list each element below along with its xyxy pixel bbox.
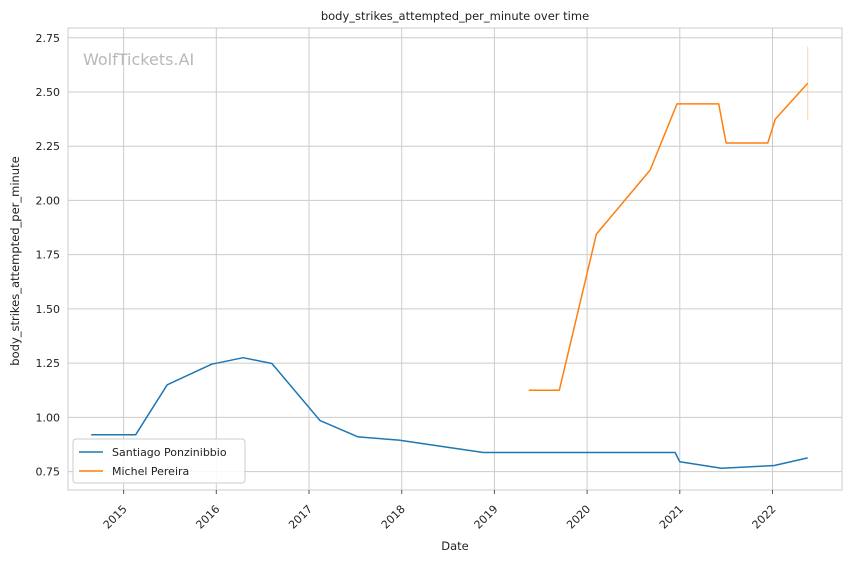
y-tick-label: 1.50: [36, 303, 61, 316]
series-line-santiago-ponzinibbio: [91, 356, 808, 470]
legend-label: Santiago Ponzinibbio: [112, 446, 227, 459]
y-tick-label: 2.00: [36, 194, 61, 207]
y-axis-label: body_strikes_attempted_per_minute: [8, 156, 22, 365]
chart-title: body_strikes_attempted_per_minute over t…: [321, 9, 589, 23]
y-tick-label: 1.00: [36, 411, 61, 424]
legend-box: [72, 438, 246, 484]
legend-label: Michel Pereira: [112, 465, 189, 478]
y-tick-label: 1.25: [36, 357, 61, 370]
y-tick-label: 2.75: [36, 32, 61, 45]
series-line-michel-pereira: [528, 82, 809, 391]
plot-frame: [67, 27, 843, 491]
y-tick-label: 2.25: [36, 140, 61, 153]
series-layer: [91, 46, 809, 470]
legend: Santiago Ponzinibbio Michel Pereira: [72, 438, 246, 484]
watermark: WolfTickets.AI: [83, 50, 194, 69]
y-tick-label: 0.75: [36, 466, 61, 479]
x-axis-label: Date: [441, 539, 469, 553]
y-axis: 0.75 1.00 1.25 1.50 1.75 2.00 2.25 2.50 2.75: [36, 32, 61, 479]
y-tick-label: 2.50: [36, 86, 61, 99]
y-tick-label: 1.75: [36, 249, 61, 262]
